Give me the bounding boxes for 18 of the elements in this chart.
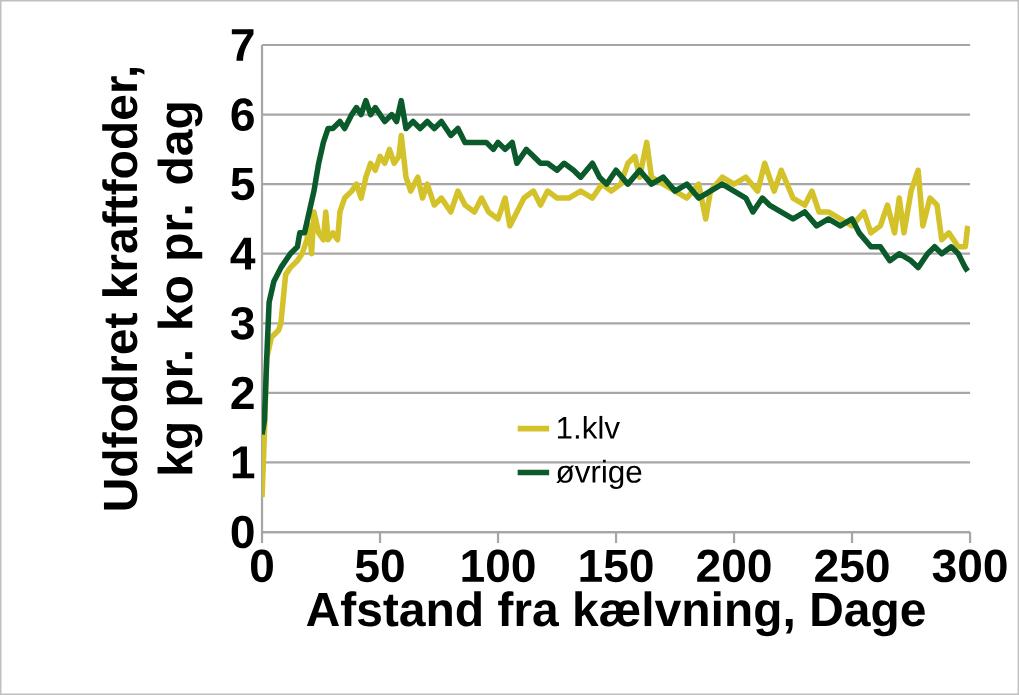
x-tick-label: 50 — [355, 549, 404, 583]
y-tick-label: 3 — [230, 306, 254, 340]
legend-label: 1.klv — [557, 415, 620, 439]
y-tick-label: 1 — [232, 446, 255, 479]
y-tick-label: 2 — [231, 376, 254, 409]
y-axis-title: Udfodret kraftfoder, kg pr. ko pr. dag — [102, 67, 203, 510]
y-tick-label: 4 — [230, 237, 256, 270]
x-axis-title: Afstand fra kælvning, Dage — [306, 591, 925, 637]
x-tick-label: 150 — [580, 549, 653, 583]
x-tick-label: 300 — [932, 549, 1007, 583]
x-tick-label: 100 — [462, 549, 535, 583]
x-tick-label: 250 — [815, 549, 889, 583]
y-tick-label: 0 — [231, 515, 254, 549]
y-tick-label: 6 — [231, 98, 254, 131]
y-tick-label: 7 — [231, 29, 254, 61]
x-tick-label: 200 — [697, 549, 771, 583]
legend-label: øvrige — [556, 459, 642, 490]
y-tick-label: 5 — [231, 168, 255, 201]
